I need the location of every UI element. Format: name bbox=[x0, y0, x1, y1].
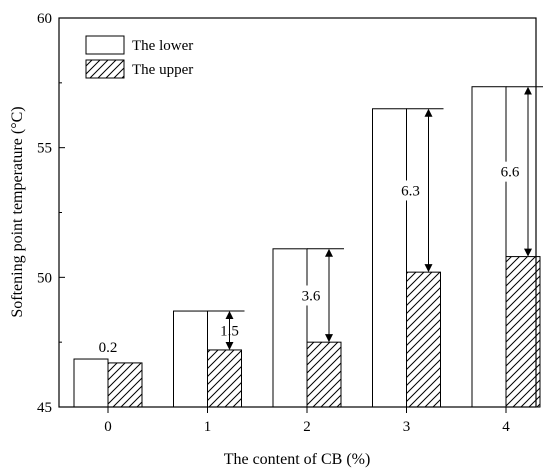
difference-label: 0.2 bbox=[99, 340, 118, 356]
x-axis-label: The content of CB (%) bbox=[224, 451, 371, 468]
x-tick-label: 1 bbox=[204, 419, 212, 435]
bar-lower bbox=[471, 86, 507, 408]
x-tick-label: 0 bbox=[104, 419, 112, 435]
y-axis-label: Softening point temperature (°C) bbox=[9, 106, 26, 317]
y-tick-label: 55 bbox=[37, 141, 52, 157]
bar-upper bbox=[107, 362, 143, 408]
difference-label: 6.3 bbox=[401, 183, 420, 199]
difference-label: 3.6 bbox=[302, 288, 321, 304]
legend-swatch-upper bbox=[85, 59, 125, 79]
difference-label: 1.5 bbox=[220, 323, 239, 339]
y-tick-label: 50 bbox=[37, 270, 52, 286]
difference-label-bg bbox=[396, 180, 425, 201]
difference-label: 6.6 bbox=[501, 165, 520, 181]
x-tick-label: 3 bbox=[403, 419, 411, 435]
bar-lower bbox=[173, 310, 208, 408]
x-tick-label: 4 bbox=[502, 419, 510, 435]
legend-swatch-lower bbox=[85, 35, 125, 55]
legend-label-lower: The lower bbox=[132, 38, 193, 54]
bar-lower bbox=[73, 358, 109, 408]
bar-lower bbox=[372, 108, 407, 408]
bar-upper bbox=[505, 256, 541, 408]
y-tick-label: 60 bbox=[37, 11, 52, 27]
difference-label-bg bbox=[496, 161, 524, 182]
bar-upper bbox=[406, 271, 441, 408]
bar-upper bbox=[306, 341, 342, 408]
bar-upper bbox=[207, 349, 242, 408]
y-tick-label: 45 bbox=[37, 400, 52, 416]
legend-label-upper: The upper bbox=[132, 62, 193, 78]
x-tick-label: 2 bbox=[303, 419, 311, 435]
difference-label-bg bbox=[297, 285, 325, 306]
bar-lower bbox=[272, 248, 308, 408]
legend: The lower The upper bbox=[85, 35, 193, 79]
